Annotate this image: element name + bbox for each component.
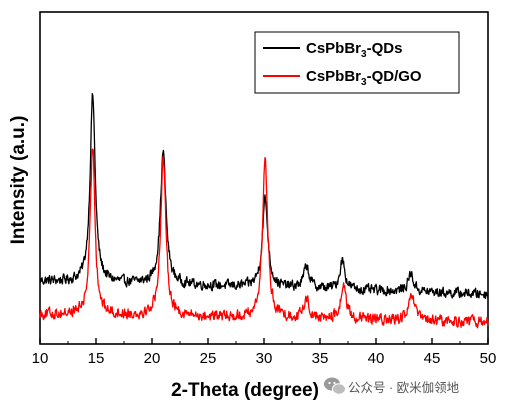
series-layer	[39, 92, 489, 329]
x-tick-label: 10	[32, 350, 49, 367]
series-line-qds	[39, 92, 489, 300]
legend: CsPbBr3-QDs CsPbBr3-QD/GO	[254, 31, 460, 94]
legend-box	[254, 31, 460, 94]
wechat-icon	[324, 377, 346, 395]
watermark-text: 公众号 · 欧米伽领地	[348, 380, 460, 395]
legend-label-qds: CsPbBr3-QDs	[306, 40, 402, 60]
x-tick-label: 25	[200, 350, 217, 367]
y-axis-title: Intensity (a.u.)	[8, 116, 29, 245]
x-tick-label: 30	[256, 350, 273, 367]
x-axis-ticks: 10 15 20 25 30 35 40 45 50	[32, 338, 497, 367]
legend-label-qd-go: CsPbBr3-QD/GO	[306, 68, 422, 88]
watermark: 公众号 · 欧米伽领地	[324, 377, 460, 395]
x-axis-title: 2-Theta (degree)	[171, 380, 319, 401]
x-tick-label: 15	[88, 350, 105, 367]
x-tick-label: 40	[368, 350, 385, 367]
series-line-qd-go	[39, 148, 489, 329]
x-tick-label: 50	[480, 350, 497, 367]
x-tick-label: 20	[144, 350, 161, 367]
x-tick-label: 35	[312, 350, 329, 367]
x-tick-label: 45	[424, 350, 441, 367]
